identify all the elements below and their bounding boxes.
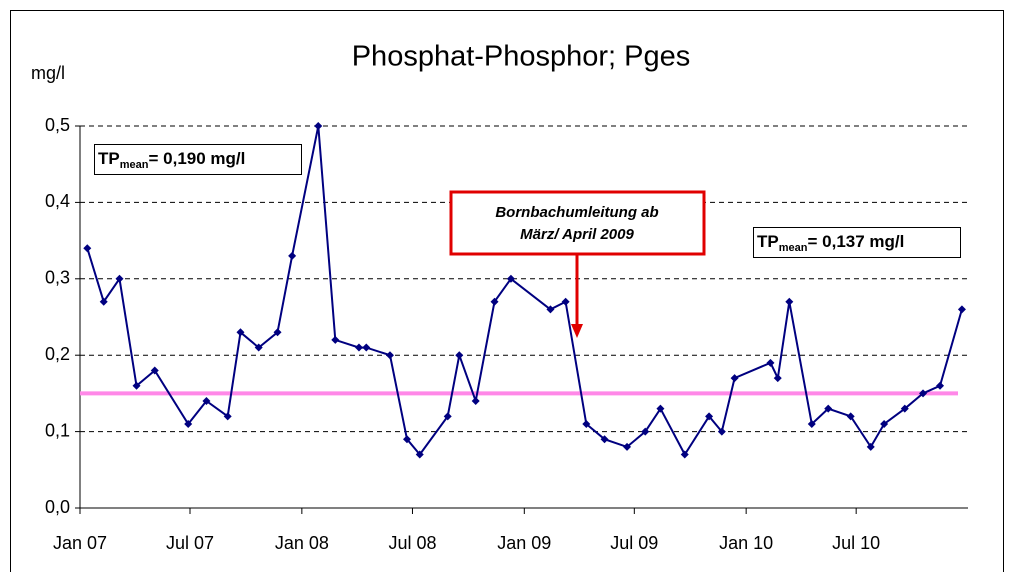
data-point <box>600 435 609 444</box>
data-point <box>223 412 232 421</box>
data-point <box>314 122 323 130</box>
mean-text: TP <box>98 149 120 168</box>
y-tick-label: 0,2 <box>45 344 70 364</box>
data-point <box>490 297 499 306</box>
y-tick-label: 0,0 <box>45 497 70 517</box>
y-tick-label: 0,3 <box>45 268 70 288</box>
data-point <box>150 366 159 375</box>
y-tick-label: 0,5 <box>45 115 70 135</box>
y-tick-label: 0,1 <box>45 420 70 440</box>
x-tick-label: Jan 07 <box>53 533 107 553</box>
data-point <box>846 412 855 421</box>
x-tick-label: Jan 09 <box>497 533 551 553</box>
data-point <box>236 328 245 337</box>
chart-title: Phosphat-Phosphor; Pges <box>352 41 691 73</box>
data-point <box>773 374 782 383</box>
data-point <box>546 305 555 314</box>
data-point <box>288 251 297 260</box>
data-point <box>273 328 282 337</box>
mean-rest: = 0,137 mg/l <box>807 232 904 251</box>
mean-text: TP <box>757 232 779 251</box>
data-point <box>331 335 340 344</box>
data-point <box>900 404 909 413</box>
event-box <box>449 190 706 256</box>
data-point <box>919 389 928 398</box>
data-point <box>623 442 632 451</box>
mean-rest: = 0,190 mg/l <box>148 149 245 168</box>
data-point <box>443 412 452 421</box>
data-point <box>415 450 424 459</box>
data-point <box>385 351 394 360</box>
event-arrowhead <box>571 324 583 338</box>
mean-sub: mean <box>120 159 149 171</box>
mean-sub: mean <box>779 242 808 254</box>
data-point <box>506 274 515 283</box>
frame <box>10 10 1004 577</box>
data-point <box>936 381 945 390</box>
x-tick-label: Jul 07 <box>166 533 214 553</box>
data-point <box>561 297 570 306</box>
data-point <box>785 297 794 306</box>
y-axis-label: mg/l <box>31 63 65 83</box>
mean-annotation: TPmean= 0,137 mg/l <box>757 232 904 253</box>
data-point <box>83 244 92 253</box>
data-point <box>880 419 889 428</box>
mean-box <box>753 227 961 258</box>
data-point <box>132 381 141 390</box>
data-point <box>824 404 833 413</box>
x-tick-label: Jan 10 <box>719 533 773 553</box>
data-point <box>866 442 875 451</box>
data-point <box>99 297 108 306</box>
data-point <box>115 274 124 283</box>
mean-box <box>94 144 302 175</box>
data-point <box>957 305 966 314</box>
data-point <box>354 343 363 352</box>
data-point <box>807 419 816 428</box>
x-tick-label: Jul 10 <box>832 533 880 553</box>
data-point <box>362 343 371 352</box>
x-tick-label: Jul 08 <box>388 533 436 553</box>
data-point <box>254 343 263 352</box>
data-point <box>705 412 714 421</box>
y-tick-label: 0,4 <box>45 191 70 211</box>
data-point <box>680 450 689 459</box>
x-tick-label: Jan 08 <box>275 533 329 553</box>
data-point <box>582 419 591 428</box>
event-text: März/ April 2009 <box>520 226 634 243</box>
data-point <box>656 404 665 413</box>
data-point <box>184 419 193 428</box>
data-point <box>471 397 480 406</box>
x-tick-label: Jul 09 <box>610 533 658 553</box>
data-point <box>202 397 211 406</box>
data-point <box>402 435 411 444</box>
event-text: Bornbachumleitung ab <box>495 204 658 221</box>
data-point <box>717 427 726 436</box>
data-point <box>730 374 739 383</box>
data-point <box>455 351 464 360</box>
data-point <box>766 358 775 367</box>
data-point <box>641 427 650 436</box>
mean-annotation: TPmean= 0,190 mg/l <box>98 149 245 170</box>
